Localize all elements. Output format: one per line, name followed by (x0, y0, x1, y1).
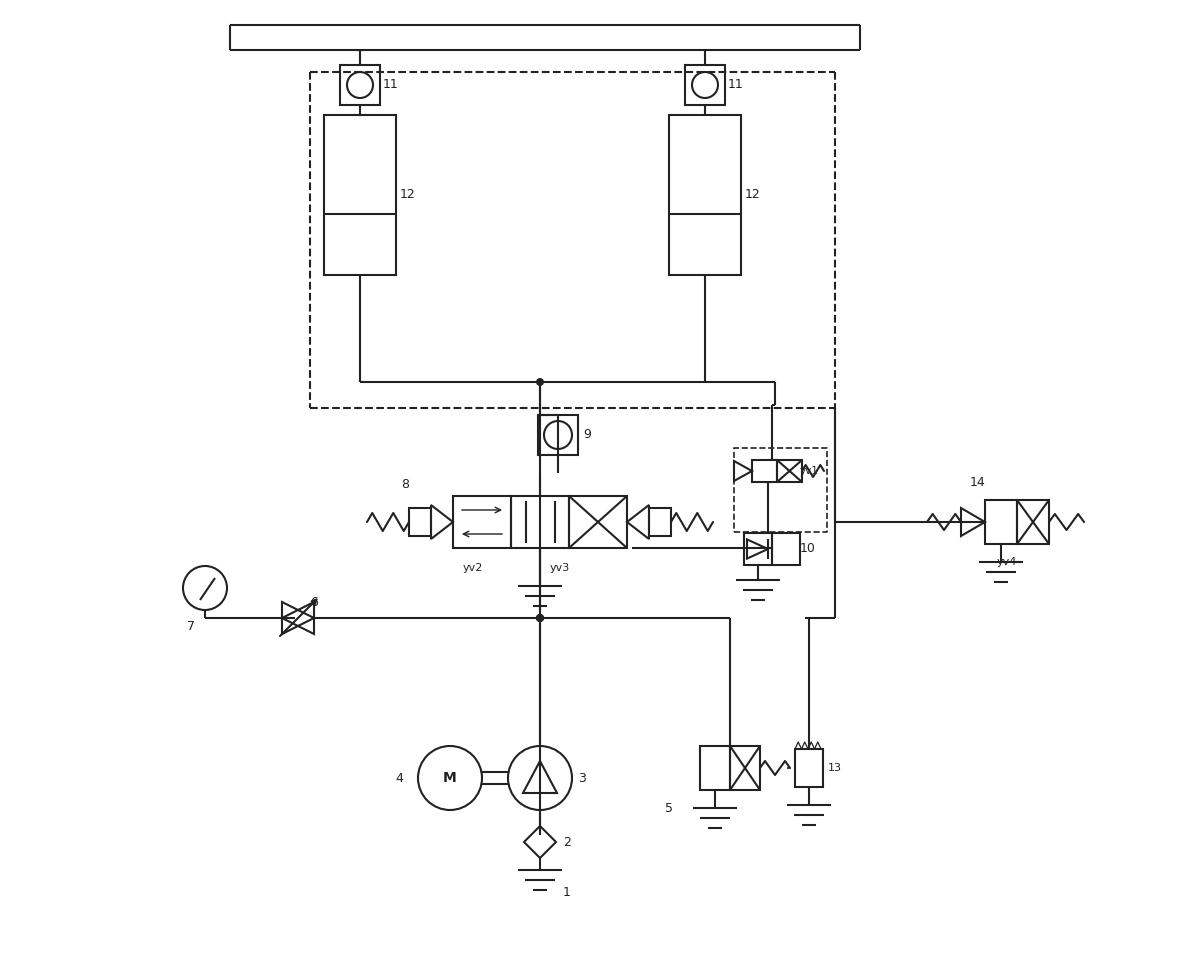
Text: yv1: yv1 (800, 466, 818, 476)
Text: 8: 8 (401, 477, 409, 491)
Circle shape (536, 614, 544, 622)
Circle shape (182, 566, 227, 610)
Text: 3: 3 (578, 772, 586, 784)
Text: 4: 4 (395, 772, 403, 784)
Bar (1018, 500, 1049, 544)
Circle shape (347, 72, 373, 98)
Text: yv4: yv4 (997, 557, 1018, 567)
Text: 12: 12 (745, 188, 761, 202)
Bar (670, 115, 742, 275)
Text: 7: 7 (187, 619, 194, 633)
Bar (752, 460, 778, 482)
Text: yv3: yv3 (550, 563, 570, 573)
Bar (569, 496, 628, 548)
Text: M: M (443, 771, 457, 785)
Circle shape (536, 378, 544, 386)
Text: 9: 9 (583, 428, 590, 442)
Bar (685, 65, 725, 105)
Circle shape (536, 614, 544, 622)
Bar (340, 65, 380, 105)
Bar (772, 533, 800, 565)
Text: 2: 2 (563, 835, 571, 849)
Bar (324, 115, 396, 275)
Bar (730, 746, 760, 790)
Bar (511, 496, 569, 548)
Bar (985, 500, 1018, 544)
Bar (700, 746, 730, 790)
Circle shape (536, 614, 544, 622)
Text: 10: 10 (800, 541, 816, 555)
Circle shape (544, 421, 572, 449)
Bar (538, 415, 578, 455)
Circle shape (418, 746, 482, 810)
Circle shape (508, 746, 572, 810)
Text: 11: 11 (383, 79, 398, 91)
Bar (796, 749, 823, 787)
Bar (454, 496, 511, 548)
Text: 6: 6 (310, 596, 318, 610)
Circle shape (692, 72, 718, 98)
Text: 5: 5 (665, 802, 673, 814)
Text: 14: 14 (970, 475, 985, 489)
Text: 1: 1 (563, 885, 571, 899)
Text: 11: 11 (728, 79, 744, 91)
Text: 13: 13 (828, 763, 842, 773)
Bar (409, 508, 431, 536)
Bar (744, 533, 772, 565)
Bar (649, 508, 671, 536)
Text: yv2: yv2 (463, 563, 484, 573)
Text: 12: 12 (400, 188, 415, 202)
Bar (778, 460, 802, 482)
